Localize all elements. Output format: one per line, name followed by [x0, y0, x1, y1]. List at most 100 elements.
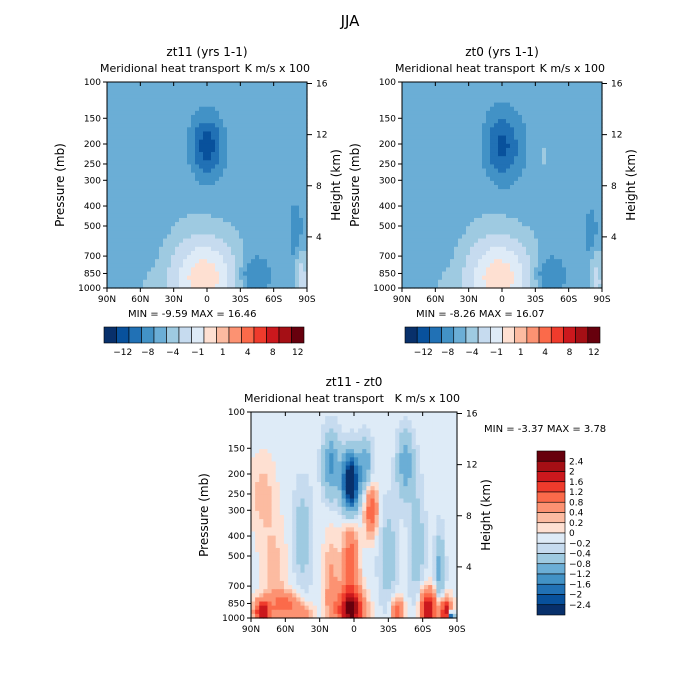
- heatmap-cell: [175, 193, 180, 198]
- heatmap-cell: [207, 279, 212, 285]
- heatmap-cell: [247, 242, 252, 248]
- heatmap-cell: [231, 213, 236, 219]
- heatmap-cell: [191, 86, 196, 91]
- heatmap-cell: [243, 110, 248, 116]
- heatmap-cell: [211, 106, 216, 112]
- heatmap-cell: [406, 86, 411, 91]
- heatmap-cell: [530, 279, 535, 285]
- heatmap-cell: [127, 213, 132, 219]
- heatmap-cell: [554, 152, 559, 157]
- heatmap-cell: [462, 259, 467, 264]
- heatmap-cell: [550, 102, 555, 108]
- heatmap-cell: [123, 234, 128, 240]
- heatmap-cell: [582, 102, 587, 108]
- heatmap-cell: [414, 279, 419, 285]
- heatmap-cell: [498, 185, 503, 190]
- heatmap-cell: [438, 213, 443, 219]
- heatmap-cell: [295, 102, 300, 108]
- heatmap-cell: [215, 90, 220, 95]
- heatmap-cell: [115, 275, 120, 281]
- heatmap-cell: [299, 139, 304, 145]
- heatmap-cell: [147, 283, 152, 289]
- heatmap-cell: [530, 217, 535, 223]
- heatmap-cell: [518, 106, 523, 112]
- heatmap-cell: [450, 209, 455, 215]
- heatmap-cell: [586, 255, 591, 260]
- heatmap-cell: [522, 242, 527, 248]
- heatmap-cell: [215, 213, 220, 219]
- heatmap-cell: [498, 114, 503, 120]
- heatmap-cell: [291, 205, 296, 211]
- heatmap-cell: [203, 131, 208, 137]
- heatmap-cell: [175, 86, 180, 91]
- heatmap-cell: [267, 168, 272, 174]
- heatmap-cell: [183, 131, 188, 137]
- heatmap-cell: [462, 143, 467, 149]
- heatmap-cell: [566, 168, 571, 174]
- heatmap-cell: [239, 217, 244, 223]
- heatmap-cell: [139, 271, 144, 277]
- heatmap-cell: [167, 94, 172, 100]
- heatmap-cell: [227, 238, 232, 244]
- heatmap-cell: [482, 90, 487, 95]
- heatmap-cell: [558, 271, 563, 277]
- heatmap-cell: [486, 217, 491, 223]
- heatmap-cell: [115, 201, 120, 207]
- heatmap-cell: [207, 135, 212, 141]
- heatmap-cell: [502, 172, 507, 178]
- heatmap-cell: [195, 250, 200, 256]
- heatmap-cell: [215, 119, 220, 124]
- heatmap-cell: [159, 222, 164, 227]
- heatmap-cell: [582, 209, 587, 215]
- heatmap-cell: [219, 230, 224, 236]
- heatmap-cell: [414, 143, 419, 149]
- heatmap-cell: [271, 193, 276, 198]
- heatmap-cell: [127, 102, 132, 108]
- heatmap-cell: [510, 222, 515, 227]
- heatmap-cell: [438, 114, 443, 120]
- heatmap-cell: [215, 168, 220, 174]
- heatmap-cell: [550, 131, 555, 137]
- heatmap-cell: [426, 127, 431, 133]
- heatmap-cell: [251, 234, 256, 240]
- heatmap-cell: [578, 267, 583, 273]
- heatmap-cell: [123, 139, 128, 145]
- heatmap-cell: [231, 94, 236, 100]
- heatmap-cell: [215, 201, 220, 207]
- heatmap-cell: [279, 250, 284, 256]
- heatmap-cell: [227, 172, 232, 178]
- heatmap-cell: [594, 119, 599, 124]
- heatmap-cell: [470, 246, 475, 252]
- heatmap-cell: [123, 267, 128, 273]
- heatmap-cell: [211, 98, 216, 104]
- heatmap-cell: [414, 164, 419, 170]
- heatmap-cell: [566, 106, 571, 112]
- heatmap-cell: [522, 255, 527, 260]
- heatmap-cell: [143, 180, 148, 186]
- heatmap-cell: [402, 209, 407, 215]
- heatmap-cell: [542, 86, 547, 91]
- heatmap-cell: [299, 160, 304, 165]
- heatmap-cell: [235, 164, 240, 170]
- heatmap-cell: [526, 226, 531, 231]
- heatmap-cell: [231, 86, 236, 91]
- heatmap-cell: [518, 110, 523, 116]
- heatmap-cell: [135, 110, 140, 116]
- heatmap-cell: [582, 152, 587, 157]
- heatmap-cell: [486, 160, 491, 165]
- heatmap-cell: [446, 246, 451, 252]
- heatmap-cell: [438, 234, 443, 240]
- heatmap-cell: [219, 197, 224, 203]
- heatmap-cell: [474, 180, 479, 186]
- heatmap-cell: [167, 135, 172, 141]
- heatmap-cell: [406, 176, 411, 182]
- heatmap-cell: [171, 156, 176, 161]
- heatmap-cell: [287, 180, 292, 186]
- heatmap-cell: [434, 246, 439, 252]
- heatmap-cell: [470, 135, 475, 141]
- heatmap-cell: [227, 127, 232, 133]
- heatmap-cell: [115, 205, 120, 211]
- heatmap-cell: [494, 114, 499, 120]
- heatmap-cell: [422, 98, 427, 104]
- heatmap-cell: [251, 152, 256, 157]
